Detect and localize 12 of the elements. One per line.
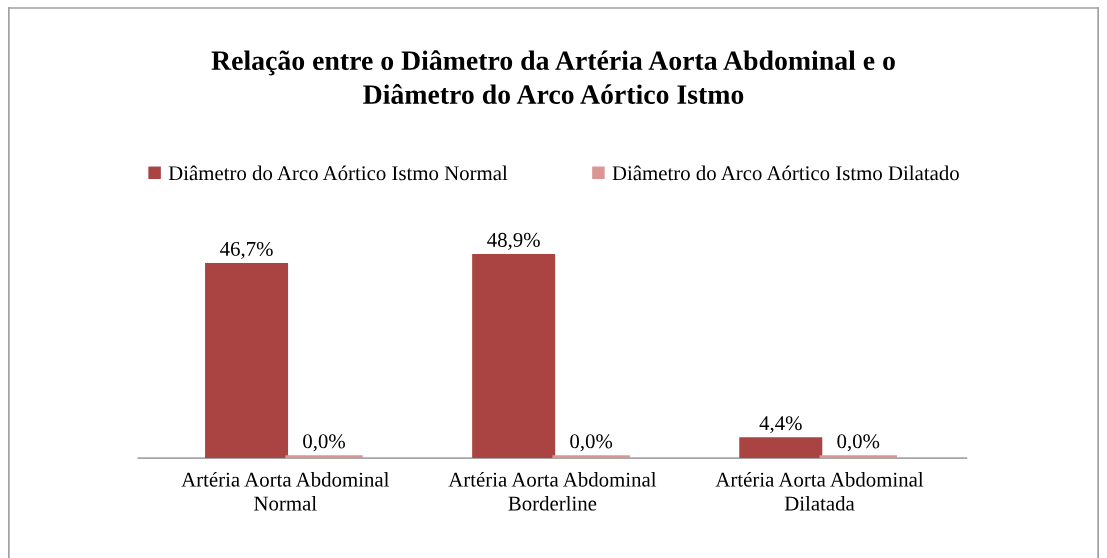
x-tick-label: Artéria Aorta Abdominal Normal: [181, 471, 390, 511]
legend-label: Diâmetro do Arco Aórtico Istmo Normal: [168, 165, 508, 181]
data-label: 4,4%: [759, 416, 802, 434]
x-tick-label: Artéria Aorta Abdominal Borderline: [448, 471, 657, 511]
data-label: 0,0%: [837, 434, 880, 452]
x-tick-label: Artéria Aorta Abdominal Dilatada: [715, 471, 924, 511]
chart-title: Relação entre o Diâmetro da Artéria Aorta Abdominal e o Diâmetro do Arco Aórtico Istmo: [211, 50, 895, 104]
data-label: 0,0%: [570, 434, 613, 452]
data-label: 46,7%: [220, 241, 273, 259]
data-label: 0,0%: [303, 434, 345, 452]
legend-label: Diâmetro do Arco Aórtico Istmo Dilatado: [612, 165, 959, 181]
data-label: 48,9%: [487, 232, 540, 250]
